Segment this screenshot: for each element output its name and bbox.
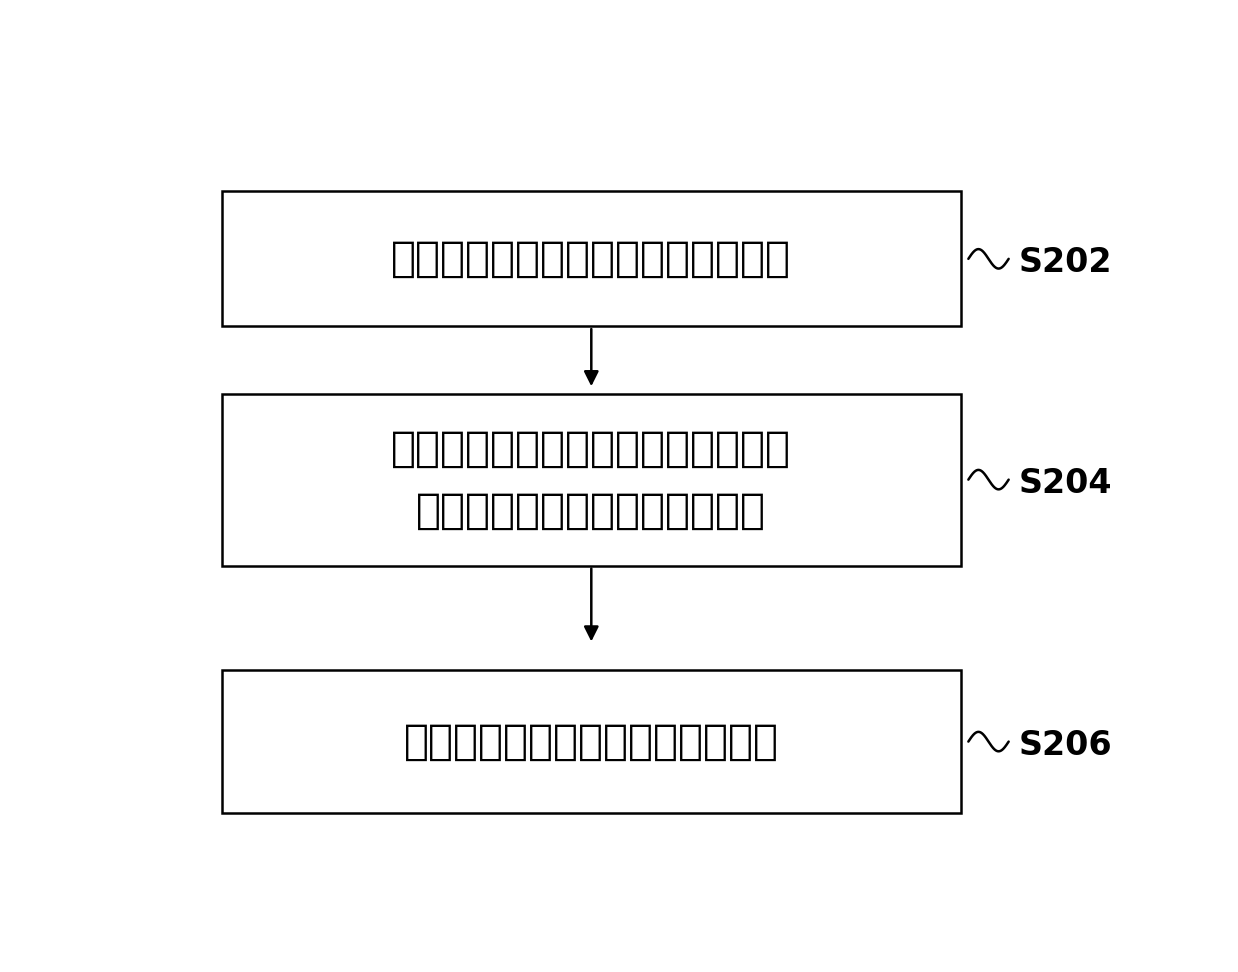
Bar [222, 191, 961, 327]
Text: S204: S204 [1019, 467, 1112, 500]
Text: 在空调的语音板处于待机状态的情况
下，获取用户输入的语音唤醒词: 在空调的语音板处于待机状态的情况 下，获取用户输入的语音唤醒词 [391, 428, 791, 532]
Bar [222, 394, 961, 566]
Text: S202: S202 [1019, 246, 1112, 279]
Text: 根据语音唤醒词唤醒空调的语音板: 根据语音唤醒词唤醒空调的语音板 [404, 720, 779, 763]
Text: 判断空调的语音板是否处于待机状态: 判断空调的语音板是否处于待机状态 [391, 238, 791, 280]
Text: S206: S206 [1019, 729, 1112, 762]
Bar [222, 671, 961, 813]
